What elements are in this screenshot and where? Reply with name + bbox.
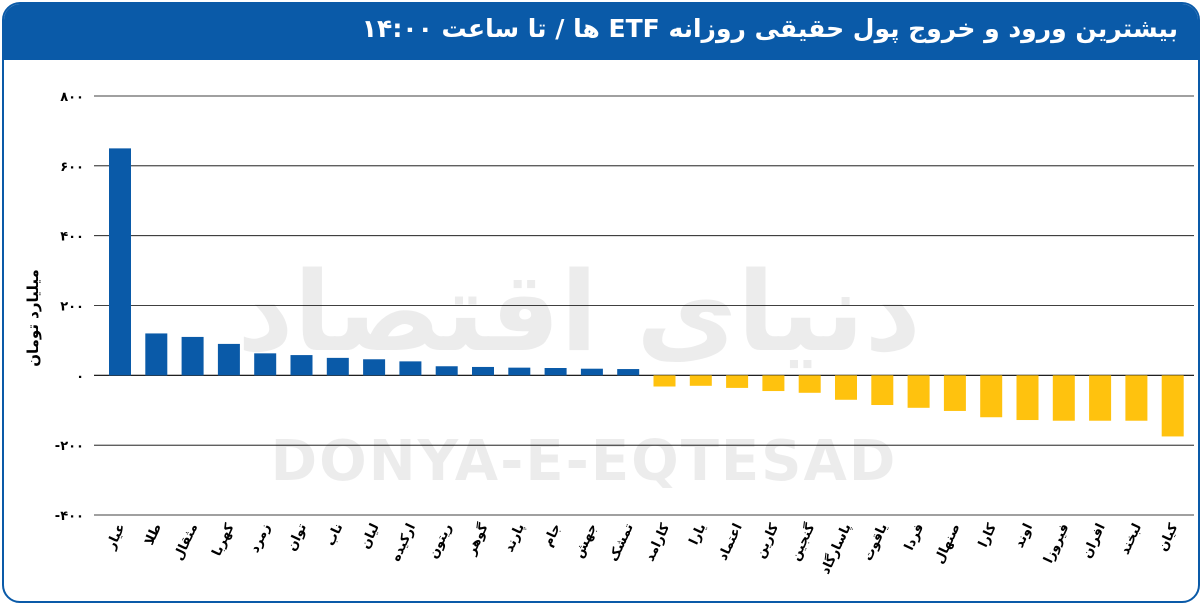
x-tick-label: فیروزا bbox=[1041, 521, 1072, 565]
x-tick-label: ارکیده bbox=[389, 521, 419, 564]
bar bbox=[435, 366, 458, 376]
grid-lines bbox=[94, 95, 1194, 516]
y-tick-label: ۲۰۰ bbox=[60, 300, 84, 315]
bar bbox=[1052, 375, 1075, 421]
x-tick-label: گوهر bbox=[463, 521, 492, 559]
x-tick-label: پاسارگاد bbox=[817, 521, 854, 577]
x-tick-label: عیار bbox=[103, 521, 128, 552]
bar bbox=[290, 355, 313, 376]
y-tick-label: ۶۰۰ bbox=[60, 160, 84, 175]
bar bbox=[145, 333, 168, 376]
y-tick-label: -۴۰۰ bbox=[55, 509, 84, 524]
x-tick-label: توان bbox=[284, 521, 310, 553]
bar bbox=[689, 375, 712, 386]
title-bar: بیشترین ورود و خروج پول حقیقی روزانه ETF… bbox=[4, 4, 1198, 60]
x-tick-label: کارامد bbox=[643, 521, 674, 564]
bar bbox=[508, 367, 531, 376]
x-tick-label: جام bbox=[541, 521, 565, 549]
x-tick-label: کهربا bbox=[210, 521, 238, 559]
x-tick-label: ریتون bbox=[426, 521, 455, 561]
x-tick-label: زمرد bbox=[247, 521, 273, 555]
bar bbox=[762, 375, 785, 392]
y-tick-label: -۲۰۰ bbox=[55, 439, 84, 454]
bar bbox=[907, 375, 930, 408]
y-tick-labels: ۸۰۰ ۶۰۰ ۴۰۰ ۲۰۰ ۰ -۲۰۰ -۴۰۰ bbox=[55, 90, 84, 524]
x-tick-label: کیان bbox=[1156, 521, 1182, 554]
x-tick-label: پارند bbox=[502, 521, 528, 554]
x-tick-label: مثقال bbox=[171, 521, 201, 563]
bars bbox=[109, 148, 1184, 437]
x-tick-label: افران bbox=[1080, 521, 1109, 561]
bar bbox=[326, 357, 349, 376]
bar bbox=[1016, 375, 1039, 421]
x-tick-label: صنهال bbox=[932, 521, 964, 566]
x-tick-label: جهش bbox=[572, 521, 601, 560]
y-tick-label: ۸۰۰ bbox=[60, 90, 84, 105]
bar bbox=[181, 336, 204, 376]
x-tick-label: گنجین bbox=[787, 521, 818, 564]
x-tick-label: کارا bbox=[976, 521, 1000, 550]
bar bbox=[472, 366, 494, 376]
bar bbox=[363, 359, 386, 376]
x-tick-label: طلا bbox=[142, 521, 165, 547]
watermark-latin: DONYA-E-EQTESAD bbox=[271, 429, 898, 494]
x-tick-label: تمشک bbox=[606, 521, 637, 564]
bar bbox=[798, 375, 821, 393]
bar bbox=[544, 368, 567, 376]
bar bbox=[835, 375, 857, 400]
bar bbox=[1161, 375, 1184, 437]
x-tick-labels: عیار طلا مثقال کهربا زمرد توان ناب لیان ارکیده ری… bbox=[103, 521, 1181, 577]
y-tick-label: ۰ bbox=[76, 369, 84, 384]
bar bbox=[1125, 375, 1148, 421]
x-tick-label: لیان bbox=[358, 521, 383, 551]
bar bbox=[653, 375, 676, 387]
x-tick-label: یاقوت bbox=[861, 521, 891, 563]
x-tick-label: اوند bbox=[1012, 521, 1036, 550]
chart-title: بیشترین ورود و خروج پول حقیقی روزانه ETF… bbox=[361, 14, 1178, 43]
x-tick-label: لبخند bbox=[1118, 521, 1145, 557]
x-tick-label: اعتماد bbox=[716, 521, 746, 563]
x-tick-label: یارا bbox=[687, 521, 710, 547]
bar bbox=[871, 375, 894, 406]
bar bbox=[980, 375, 1003, 418]
x-tick-label: کارین bbox=[753, 521, 782, 561]
bar bbox=[726, 375, 749, 388]
x-tick-label: فردا bbox=[902, 521, 927, 552]
bar bbox=[109, 148, 131, 376]
bar bbox=[254, 353, 277, 376]
watermark-persian: دنیای اقتصاد bbox=[237, 248, 921, 376]
bar bbox=[1089, 375, 1112, 421]
bar bbox=[580, 368, 603, 376]
bar bbox=[399, 361, 422, 376]
watermark: دنیای اقتصاد DONYA-E-EQTESAD bbox=[237, 248, 921, 494]
y-axis-label: میلیارد تومان bbox=[24, 269, 42, 367]
x-tick-label: ناب bbox=[323, 521, 346, 548]
bar-chart: دنیای اقتصاد DONYA-E-EQTESAD ۸۰۰ ۶۰۰ ۴۰۰ ۲۰… bbox=[24, 90, 1194, 577]
bar bbox=[217, 343, 240, 376]
y-tick-label: ۴۰۰ bbox=[60, 230, 84, 245]
bar bbox=[943, 375, 966, 411]
bar bbox=[617, 369, 640, 376]
